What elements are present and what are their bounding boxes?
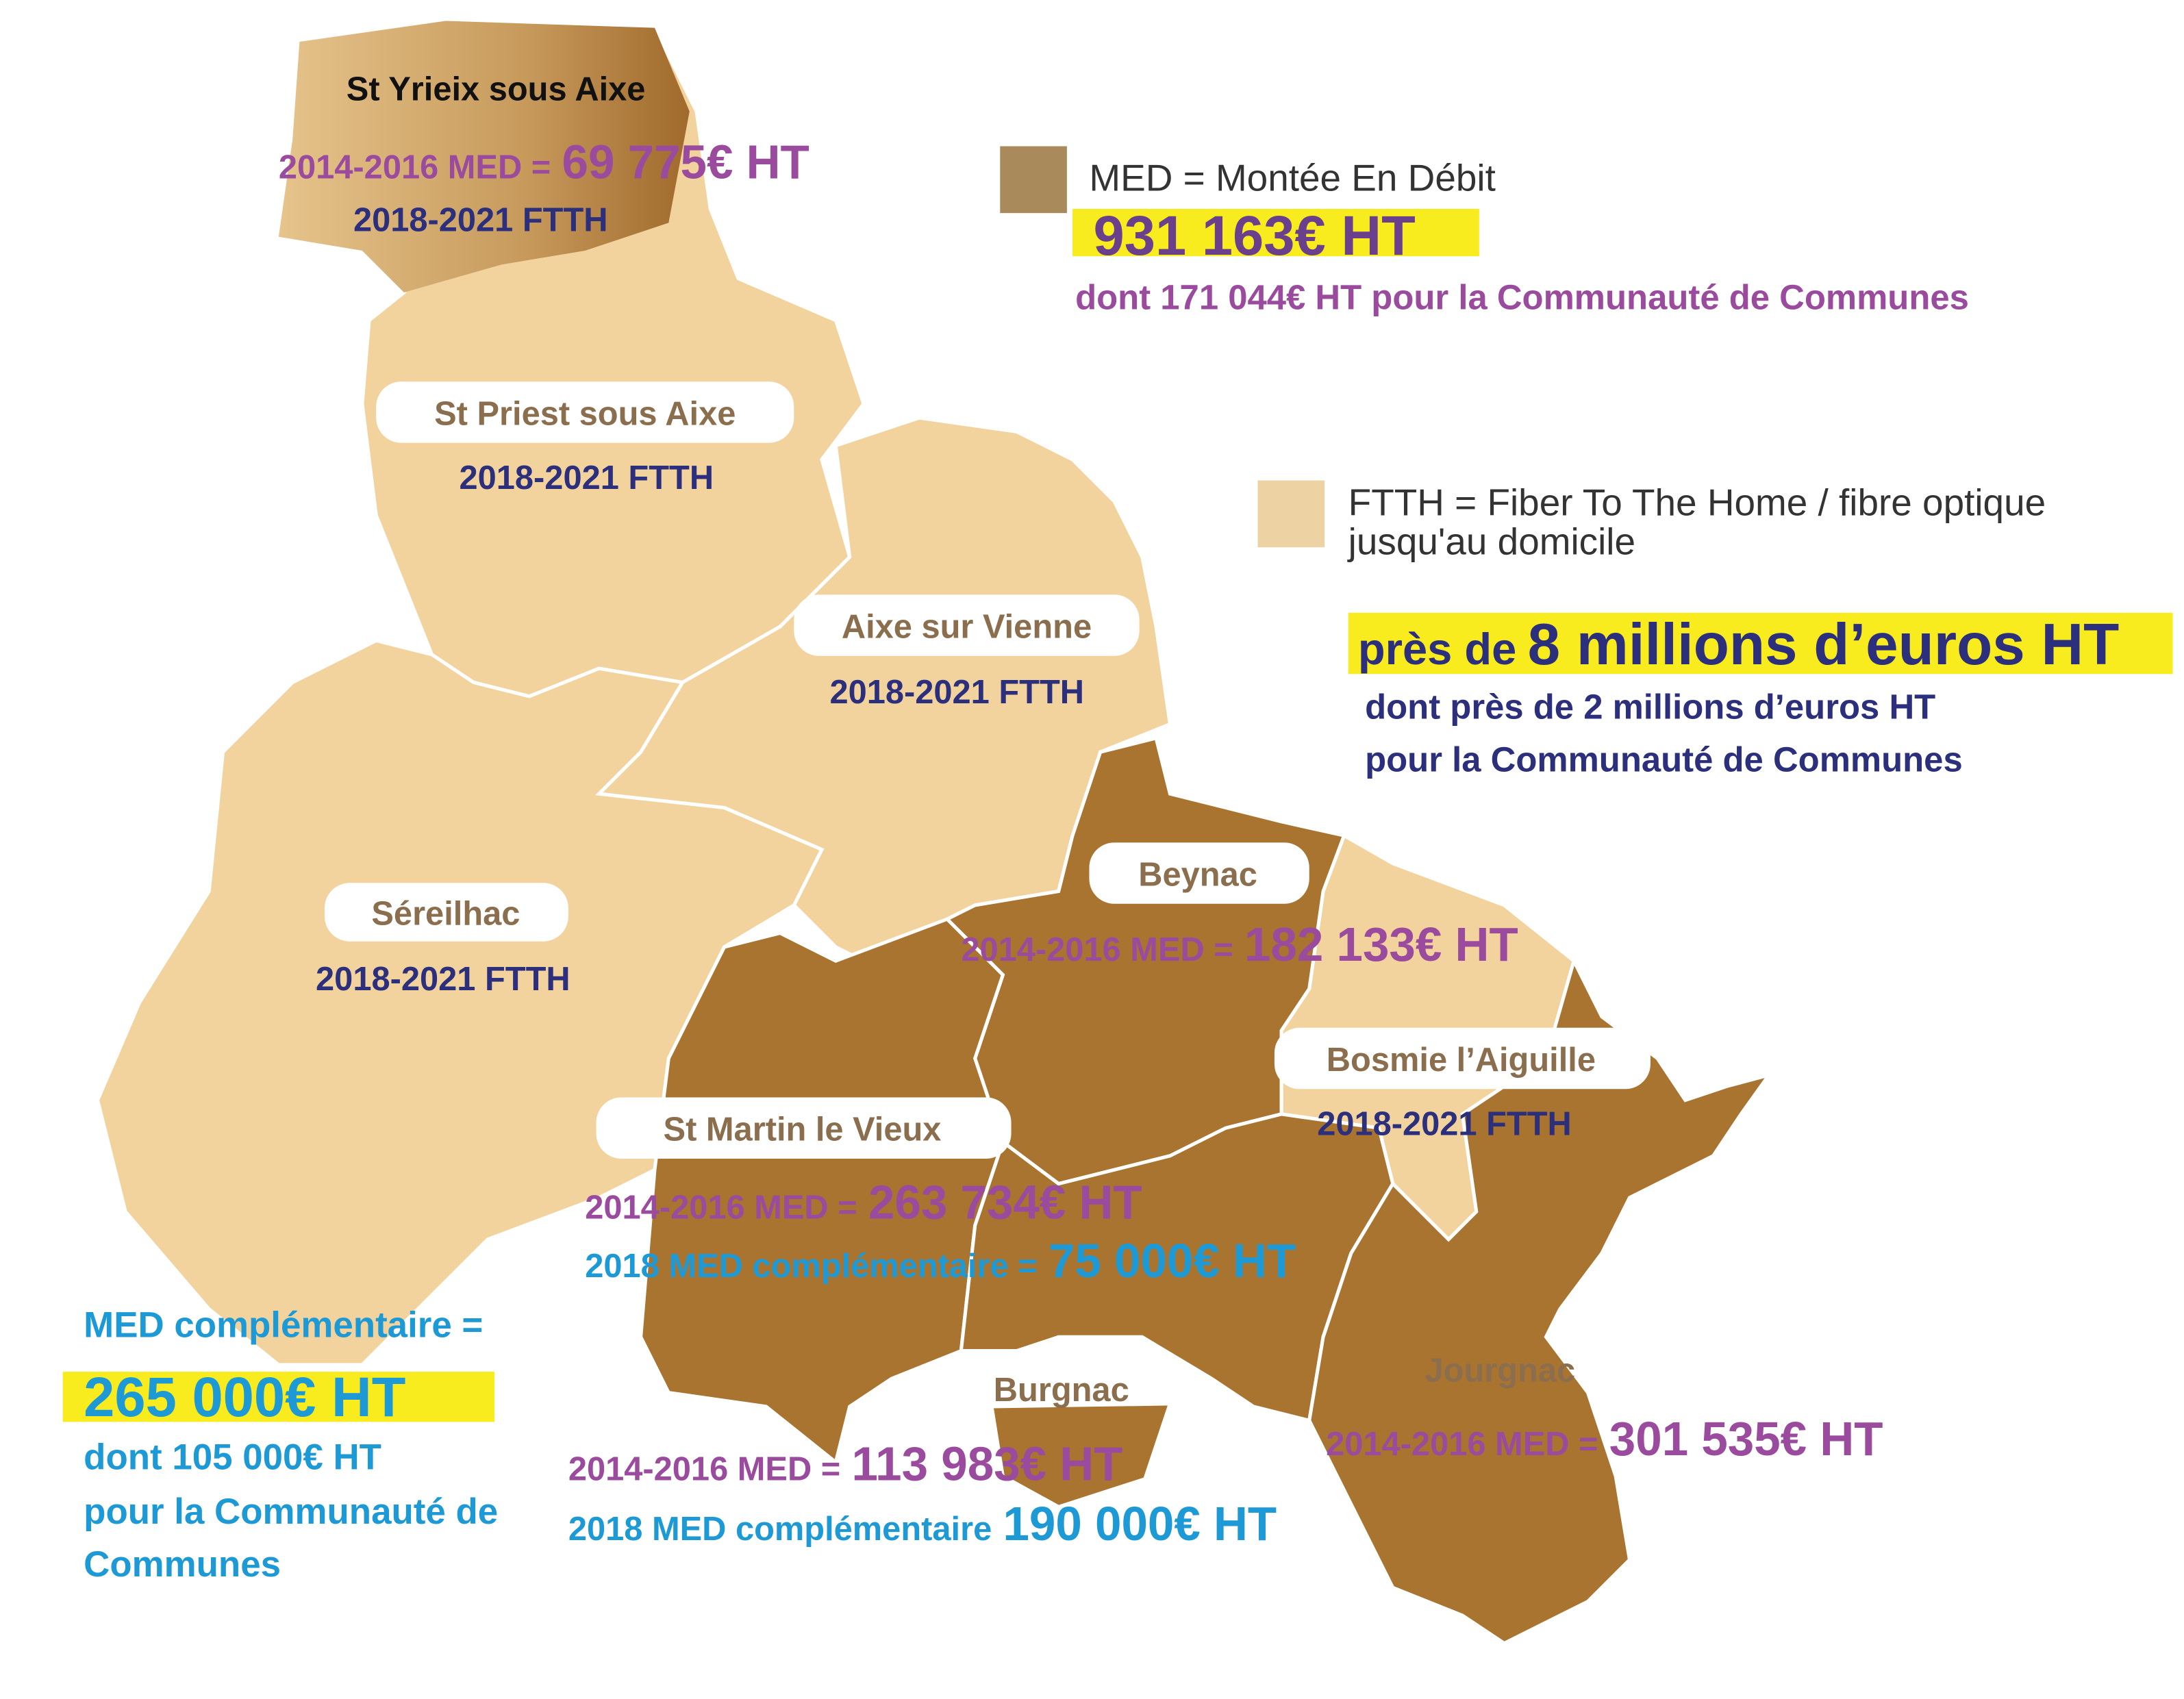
commune-name: Jourgnac bbox=[1425, 1352, 1576, 1389]
commune-name: Beynac bbox=[1138, 856, 1257, 893]
commune-name: Aixe sur Vienne bbox=[842, 608, 1092, 645]
total-prefix: près de bbox=[1358, 624, 1516, 674]
comp-label: MED complémentaire = bbox=[84, 1305, 483, 1345]
med-line: 2014-2016 MED = 301 535€ HT bbox=[1326, 1412, 1883, 1465]
map bbox=[95, 18, 1774, 1646]
region-st-yrieix bbox=[278, 21, 690, 293]
med-amount: 301 535€ HT bbox=[1609, 1412, 1883, 1465]
legend-detail: dont 171 044€ HT pour la Communauté de C… bbox=[1075, 277, 1969, 316]
label-box bbox=[794, 594, 1140, 656]
region-st-martin bbox=[639, 917, 1005, 1465]
highlight bbox=[1072, 209, 1479, 257]
highlight bbox=[62, 1372, 495, 1422]
commune-name: St Martin le Vieux bbox=[664, 1111, 942, 1148]
med-label: 2014-2016 MED = bbox=[279, 149, 551, 186]
comp-detail: pour la Communauté de bbox=[84, 1492, 498, 1532]
med-comp-line: 2018 MED complémentaire = 75 000€ HT bbox=[585, 1234, 1296, 1287]
ftth-line: 2018-2021 FTTH bbox=[460, 460, 714, 496]
commune-name: Burgnac bbox=[994, 1372, 1129, 1409]
med-line: 2014-2016 MED = 182 133€ HT bbox=[961, 918, 1518, 971]
med-label: 2014-2016 MED = bbox=[961, 931, 1233, 968]
comp-detail: Communes bbox=[84, 1544, 281, 1585]
commune-name: St Priest sous Aixe bbox=[434, 395, 736, 432]
region-burgnac-south bbox=[990, 1402, 1172, 1509]
med-line: 2014-2016 MED = 113 983€ HT bbox=[568, 1437, 1123, 1491]
med-line: 2014-2016 MED = 69 775€ HT bbox=[279, 135, 809, 188]
med-amount: 69 775€ HT bbox=[562, 135, 809, 188]
label-box bbox=[1089, 842, 1309, 904]
legend-label: MED = Montée En Débit bbox=[1089, 157, 1495, 199]
label-box bbox=[596, 1097, 1012, 1159]
label-box bbox=[376, 381, 794, 443]
commune-name: Séreilhac bbox=[371, 895, 520, 932]
med-label: 2014-2016 MED = bbox=[1326, 1426, 1598, 1463]
med-label: 2014-2016 MED = bbox=[585, 1189, 857, 1226]
med-line: 2014-2016 MED = 263 734€ HT bbox=[585, 1175, 1142, 1229]
region-jourgnac bbox=[1307, 956, 1774, 1646]
med-comp-amount: 190 000€ HT bbox=[1003, 1497, 1277, 1550]
ftth-line: 2018-2021 FTTH bbox=[829, 674, 1084, 711]
legend-total: près de 8 millions d’euros HT bbox=[1358, 612, 2119, 677]
label-box bbox=[1274, 1027, 1650, 1090]
label-box bbox=[324, 883, 568, 942]
legend-swatch-ftth bbox=[1257, 480, 1325, 548]
med-amount: 263 734€ HT bbox=[868, 1175, 1142, 1229]
legend-label: jusqu'au domicile bbox=[1347, 520, 1635, 562]
med-comp-label: 2018 MED complémentaire bbox=[568, 1511, 992, 1548]
legend-swatch-med bbox=[1000, 146, 1067, 214]
legend-detail: dont près de 2 millions d’euros HT bbox=[1365, 687, 1935, 726]
med-comp-line: 2018 MED complémentaire 190 000€ HT bbox=[568, 1497, 1277, 1550]
commune-name: St Yrieix sous Aixe bbox=[347, 71, 646, 108]
comp-detail: dont 105 000€ HT bbox=[84, 1437, 381, 1477]
med-amount: 113 983€ HT bbox=[852, 1437, 1123, 1491]
legend-label: FTTH = Fiber To The Home / fibre optique bbox=[1348, 481, 2046, 523]
legend-total: 931 163€ HT bbox=[1094, 205, 1416, 267]
ftth-line: 2018-2021 FTTH bbox=[1317, 1105, 1572, 1142]
highlight bbox=[1348, 612, 2173, 675]
ftth-line: 2018-2021 FTTH bbox=[353, 202, 608, 239]
commune-name: Bosmie l’Aiguille bbox=[1327, 1042, 1596, 1079]
ftth-line: 2018-2021 FTTH bbox=[316, 961, 570, 998]
comp-total: 265 000€ HT bbox=[84, 1366, 405, 1429]
med-comp-amount: 75 000€ HT bbox=[1049, 1234, 1296, 1287]
med-label: 2014-2016 MED = bbox=[568, 1451, 840, 1488]
med-comp-label: 2018 MED complémentaire = bbox=[585, 1248, 1037, 1285]
med-amount: 182 133€ HT bbox=[1244, 918, 1518, 971]
total-amount: 8 millions d’euros HT bbox=[1528, 612, 2120, 677]
legend-detail: pour la Communauté de Communes bbox=[1365, 740, 1963, 779]
region-sereilhac bbox=[95, 638, 825, 1367]
